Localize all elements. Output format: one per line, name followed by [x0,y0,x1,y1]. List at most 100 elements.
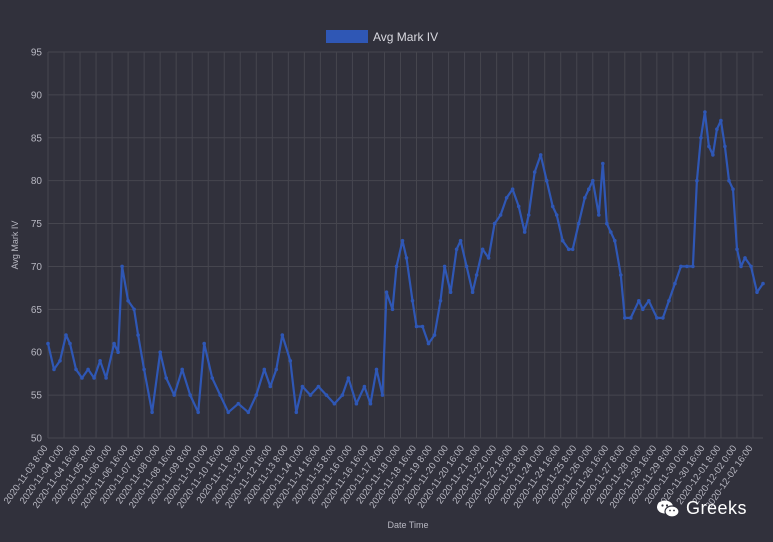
data-point [80,376,84,380]
data-point [438,299,443,303]
data-point [538,153,543,157]
data-point [324,393,329,397]
data-point [400,238,405,243]
data-point [498,213,503,217]
data-point [560,238,565,243]
data-point [661,316,665,320]
y-axis-title: Avg Mark IV [10,221,20,270]
data-point [180,367,184,372]
data-point [587,187,591,191]
data-point [723,144,727,149]
data-point [526,213,531,217]
y-tick-label: 65 [31,305,43,316]
y-tick-label: 85 [31,133,43,144]
data-point [442,264,447,269]
data-point [410,299,415,303]
y-axis-ticks: 50 55 60 65 70 75 80 85 90 95 [31,48,43,445]
data-point [727,178,731,183]
data-point [516,204,521,209]
data-point [711,153,715,157]
data-point [226,410,231,415]
data-point [691,264,695,269]
data-point [380,393,385,397]
data-point [550,204,555,209]
data-point [647,299,651,303]
data-point [426,341,431,346]
data-point [316,384,321,389]
data-point [136,333,140,337]
legend-label: Avg Mark IV [373,30,438,44]
data-point [637,299,641,303]
data-point [120,264,124,269]
data-point [601,161,605,166]
data-point [196,410,200,415]
wechat-icon [656,499,680,519]
data-point [583,196,587,200]
data-point [544,178,549,183]
data-point [619,273,623,277]
data-point [703,110,707,114]
data-point [362,384,367,389]
x-axis-title: Date Time [387,520,428,530]
data-point [597,213,601,217]
data-point [346,376,351,380]
y-tick-label: 70 [31,262,43,273]
data-point [623,316,627,320]
data-point [679,264,683,269]
data-point [340,393,345,397]
data-point [474,273,479,277]
data-point [262,367,267,372]
data-point [695,178,699,183]
data-point [92,376,96,380]
y-tick-label: 55 [31,391,43,402]
data-point [274,367,279,372]
legend[interactable]: Avg Mark IV [326,30,438,44]
data-point [390,307,395,312]
data-point [613,238,617,243]
data-point [735,247,739,252]
data-point [294,410,299,415]
data-point [448,290,453,295]
data-point [52,367,56,372]
data-point [280,333,285,337]
data-point [739,264,743,269]
data-point [46,341,50,346]
series-points [46,110,765,415]
data-point [609,230,613,234]
data-point [68,341,72,346]
data-point [172,393,176,397]
data-point [554,213,559,217]
data-point [566,247,571,252]
y-tick-label: 80 [31,176,43,187]
data-point [749,264,753,269]
data-point [605,221,609,226]
data-point [510,187,515,191]
series-line-avg-mark-iv [46,110,764,414]
legend-swatch [326,30,368,43]
data-point [98,359,102,363]
data-point [142,367,146,372]
y-tick-label: 60 [31,348,43,359]
data-point [673,281,677,286]
data-point [570,247,575,252]
data-point [210,376,214,380]
data-point [104,376,108,380]
data-point [368,401,373,406]
data-point [522,230,527,234]
data-point [719,118,723,123]
data-point [755,290,759,295]
data-point [164,376,168,380]
data-point [655,316,659,320]
data-point [188,393,192,397]
data-point [150,410,154,415]
y-tick-label: 95 [31,48,43,59]
watermark: Greeks [656,498,747,519]
data-point [354,401,359,406]
data-point [576,221,581,226]
y-tick-label: 75 [31,219,43,230]
data-point [64,333,68,337]
data-point [432,333,437,337]
data-point [629,316,633,320]
